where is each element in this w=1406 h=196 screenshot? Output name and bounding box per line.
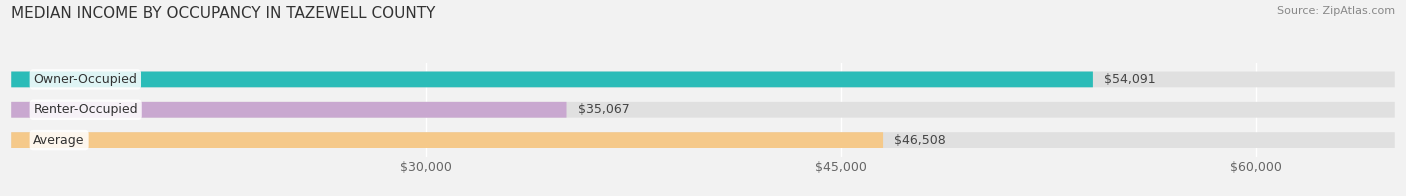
- FancyBboxPatch shape: [11, 72, 1395, 87]
- Text: $35,067: $35,067: [578, 103, 630, 116]
- Text: $46,508: $46,508: [894, 134, 946, 147]
- Text: MEDIAN INCOME BY OCCUPANCY IN TAZEWELL COUNTY: MEDIAN INCOME BY OCCUPANCY IN TAZEWELL C…: [11, 6, 436, 21]
- FancyBboxPatch shape: [11, 102, 567, 118]
- FancyBboxPatch shape: [11, 132, 883, 148]
- FancyBboxPatch shape: [11, 132, 1395, 148]
- FancyBboxPatch shape: [11, 102, 1395, 118]
- Text: Source: ZipAtlas.com: Source: ZipAtlas.com: [1277, 6, 1395, 16]
- Text: Average: Average: [34, 134, 84, 147]
- Text: $54,091: $54,091: [1104, 73, 1156, 86]
- FancyBboxPatch shape: [11, 72, 1092, 87]
- Text: Renter-Occupied: Renter-Occupied: [34, 103, 138, 116]
- Text: Owner-Occupied: Owner-Occupied: [34, 73, 138, 86]
